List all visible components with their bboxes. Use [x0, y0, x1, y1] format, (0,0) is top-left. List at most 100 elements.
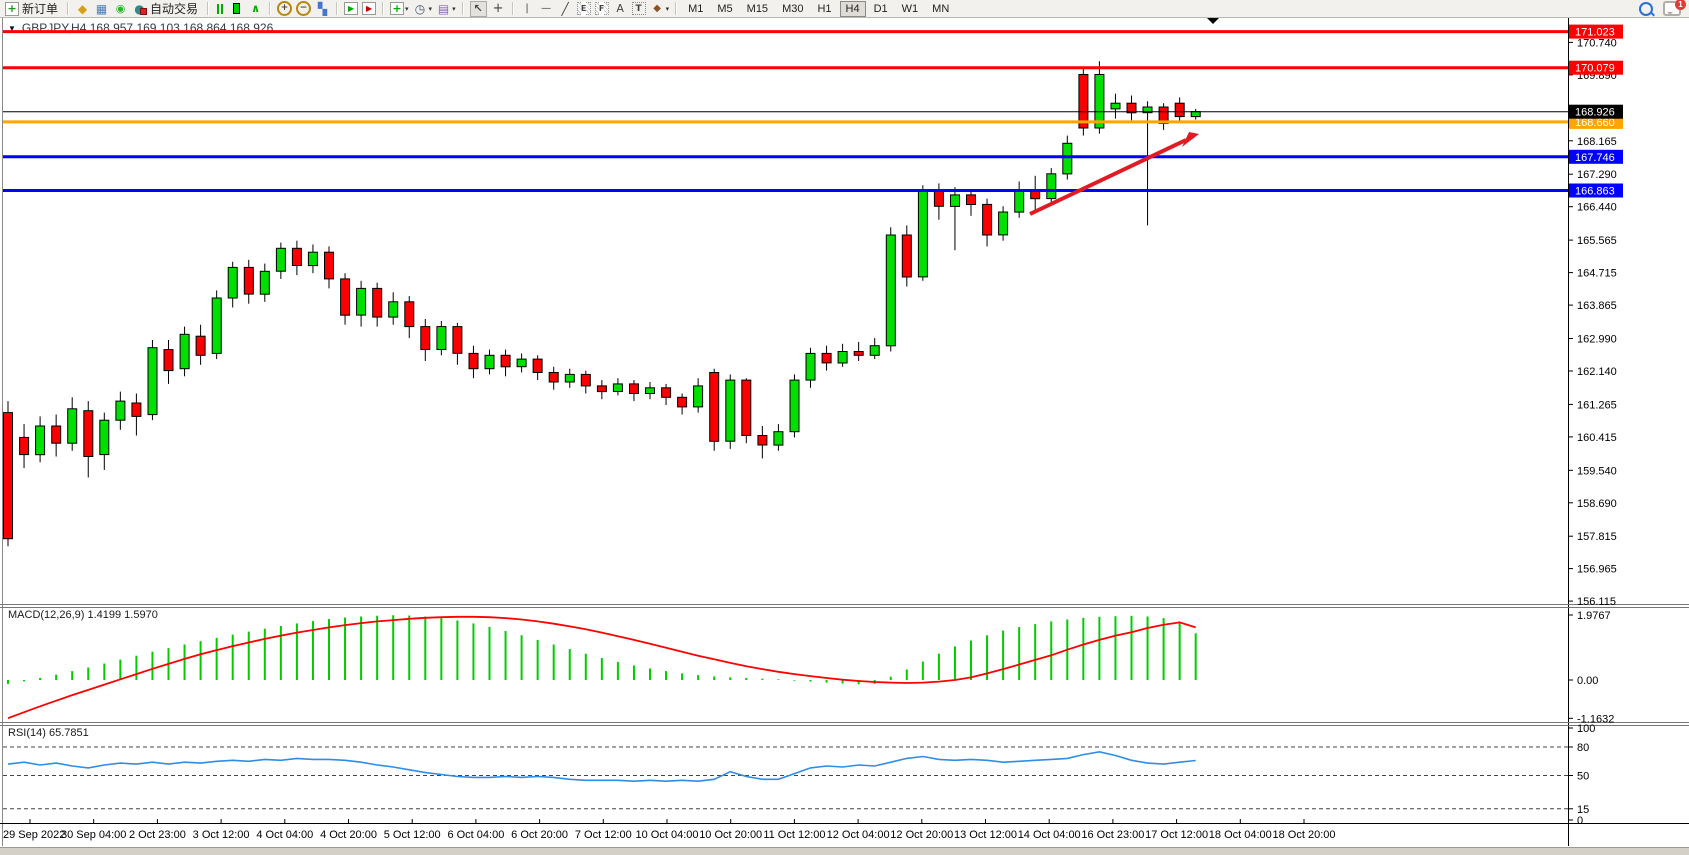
price-tick: 166.440 — [1577, 202, 1617, 214]
date-tick: 5 Oct 12:00 — [384, 829, 441, 841]
search-icon[interactable] — [1639, 1, 1653, 16]
toolbar-separator — [336, 2, 339, 15]
vertical-line-icon: | — [525, 2, 529, 14]
tile-windows-icon: ▚ — [317, 1, 328, 16]
date-tick: 18 Oct 04:00 — [1209, 829, 1272, 841]
collapse-icon[interactable]: ▼ — [8, 23, 16, 33]
signal-icon: ◉ — [115, 1, 126, 15]
toolbar-periods-button[interactable]: ◷ ▾ — [411, 1, 435, 16]
bars-chart-icon — [215, 3, 226, 14]
date-tick: 13 Oct 12:00 — [954, 829, 1017, 841]
rsi-tick: 0 — [1577, 815, 1583, 827]
indicators-icon: + — [390, 2, 405, 15]
auto-scroll-icon: ▶ — [344, 2, 359, 15]
toolbar-cursor-button[interactable]: ↖ — [468, 0, 489, 17]
toolbar-text-label-button[interactable]: T — [630, 1, 648, 16]
toolbar-bars-chart-button[interactable] — [213, 1, 227, 16]
macd-tick: -1.1632 — [1577, 713, 1614, 725]
toolbar-new-order-button[interactable]: + 新订单 — [3, 1, 63, 16]
toolbar-buttons: + 新订单 ◆ ▦ ◉ ● 自动交易 ∧ + − ▚ ▶ ▶ + ▾ ◷ ▾ ▤ ▾ ↖ + | — ╱ E F A T ◆ ▾ M1 M5 M… — [0, 0, 1639, 17]
macd-indicator-label: MACD(12,26,9) 1.4199 1.5970 — [8, 609, 158, 621]
date-tick: 14 Oct 04:00 — [1018, 829, 1081, 841]
price-tick: 161.265 — [1577, 399, 1617, 411]
chevron-down-icon: ▾ — [405, 5, 409, 13]
text-label-icon: T — [631, 2, 646, 15]
candles — [3, 61, 1201, 547]
zoom-in-icon: + — [277, 1, 293, 16]
price-badge — [1569, 24, 1623, 39]
toolbar-separator — [269, 2, 272, 15]
toolbar-fibo-expansion-button[interactable]: E — [575, 1, 593, 16]
toolbar-horizontal-line-button[interactable]: — — [537, 1, 556, 16]
toolbar-templates-button[interactable]: ▤ ▾ — [434, 1, 458, 16]
price-badge-text: 167.746 — [1575, 152, 1615, 164]
trendline-icon: ╱ — [561, 1, 569, 16]
macd-signal-line — [7, 615, 1196, 720]
date-tick: 4 Oct 04:00 — [256, 829, 313, 841]
fibo-expansion-icon: E — [576, 1, 591, 16]
price-tick: 157.815 — [1577, 531, 1617, 543]
toolbar-indicators-button[interactable]: + ▾ — [388, 1, 411, 16]
horizontal-line-icon: — — [541, 2, 552, 14]
timeframe-m5-button[interactable]: M5 — [717, 2, 733, 15]
timeframe-h1-button[interactable]: H1 — [817, 2, 832, 15]
price-badge-text: 168.660 — [1575, 117, 1615, 129]
toolbar-line-chart-button[interactable]: ∧ — [246, 1, 265, 16]
date-tick: 18 Oct 20:00 — [1273, 829, 1336, 841]
toolbar-candles-chart-button[interactable] — [227, 1, 246, 16]
chevron-down-icon: ▾ — [452, 5, 456, 13]
templates-icon: ▤ — [437, 1, 450, 16]
timeframe-w1-button[interactable]: W1 — [901, 2, 919, 15]
toolbar-separator — [67, 2, 70, 15]
timeframe-m30-button[interactable]: M30 — [782, 2, 804, 15]
toolbar-vertical-line-button[interactable]: | — [518, 1, 537, 16]
macd-tick: 1.9767 — [1577, 610, 1611, 622]
toolbar-zoom-in-button[interactable]: + — [275, 1, 294, 16]
candles-chart-icon — [229, 2, 244, 16]
timeframe-h4-button[interactable]: H4 — [839, 0, 866, 17]
date-tick: 10 Oct 20:00 — [699, 829, 762, 841]
fibo-retracement-icon: F — [594, 1, 609, 16]
toolbar-trendline-button[interactable]: ╱ — [556, 1, 575, 16]
autotrade-icon: ● — [132, 2, 148, 16]
toolbar-right: 1 — [1639, 0, 1689, 17]
window-bottom-edge — [0, 847, 1689, 855]
toolbar-arrows-button[interactable]: ◆ ▾ — [648, 1, 672, 16]
price-badge — [1569, 183, 1623, 198]
toolbar-separator — [461, 2, 464, 15]
timeframe-mn-button[interactable]: MN — [932, 2, 950, 15]
line-chart-icon: ∧ — [251, 1, 260, 15]
toolbar-chart-shift-button[interactable]: ▶ — [360, 1, 378, 16]
date-tick: 6 Oct 20:00 — [511, 829, 568, 841]
toolbar-text-button[interactable]: A — [611, 1, 630, 16]
market-watch-icon: ◆ — [77, 1, 88, 16]
rsi-tick: 80 — [1577, 742, 1589, 754]
chat-icon[interactable]: 1 — [1663, 0, 1686, 16]
toolbar-chart-window-button[interactable]: ▦ — [92, 1, 111, 16]
price-tick: 162.990 — [1577, 334, 1617, 346]
arrows-icon: ◆ — [653, 2, 661, 14]
date-tick: 17 Oct 12:00 — [1145, 829, 1208, 841]
price-tick: 163.865 — [1577, 300, 1617, 312]
toolbar-market-watch-button[interactable]: ◆ — [73, 1, 92, 16]
toolbar-crosshair-button[interactable]: + — [489, 1, 508, 16]
toolbar-tile-windows-button[interactable]: ▚ — [313, 1, 332, 16]
toolbar-fibo-retracement-button[interactable]: F — [593, 1, 611, 16]
chart-window-icon: ▦ — [95, 1, 108, 16]
chart-shift-marker[interactable] — [1207, 18, 1219, 24]
price-tick: 165.565 — [1577, 235, 1617, 247]
text-icon: A — [616, 1, 624, 15]
toolbar-zoom-out-button[interactable]: − — [294, 1, 313, 16]
date-tick: 11 Oct 12:00 — [763, 829, 825, 841]
trend-arrow[interactable] — [1029, 138, 1187, 216]
toolbar-auto-scroll-button[interactable]: ▶ — [342, 1, 360, 16]
toolbar-autotrade-button[interactable]: ● 自动交易 — [130, 1, 203, 17]
timeframe-m15-button[interactable]: M15 — [746, 2, 769, 15]
price-badge-text: 168.926 — [1575, 107, 1615, 119]
timeframe-d1-button[interactable]: D1 — [873, 2, 888, 15]
price-badge-text: 171.023 — [1575, 27, 1615, 39]
timeframe-m1-button[interactable]: M1 — [688, 2, 704, 15]
toolbar-signal-button[interactable]: ◉ — [111, 1, 130, 16]
rsi-tick: 50 — [1577, 771, 1589, 783]
